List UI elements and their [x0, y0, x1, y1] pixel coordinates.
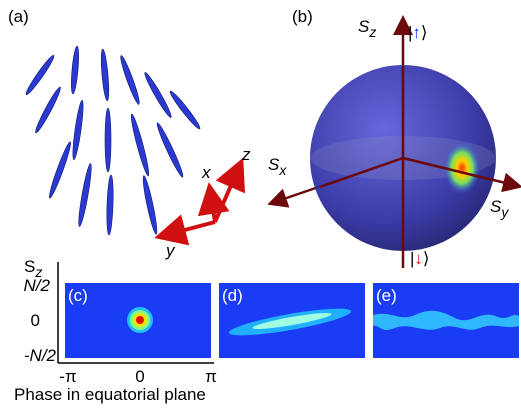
y-tick-label: -N/2 [24, 346, 57, 365]
axis-y: y [165, 241, 176, 260]
ket-up: |↑⟩ [408, 23, 428, 42]
frame-axes [154, 157, 246, 246]
sy-label: Sy [490, 197, 509, 220]
bloch-axes-front [319, 66, 494, 268]
panel-label: (e) [376, 286, 397, 305]
distribution [373, 310, 519, 330]
y-axis-label: Sz [24, 257, 42, 280]
x-tick-label: -π [59, 367, 76, 386]
distribution-core [136, 316, 144, 324]
ket-down: |↓⟩ [410, 249, 430, 268]
x-axis-label: Phase in equatorial plane [14, 385, 206, 404]
axis-z: z [241, 145, 251, 164]
x-tick-label: π [205, 367, 217, 386]
y-tick-label: 0 [31, 311, 40, 330]
sx-label: Sx [268, 155, 287, 178]
distribution-core [252, 313, 332, 329]
panel-label: (c) [68, 286, 88, 305]
panel-label: (b) [292, 7, 313, 26]
x-tick-label: 0 [135, 367, 144, 386]
spin-distribution [444, 142, 480, 194]
panel-label: (a) [8, 7, 29, 26]
axis-x: x [201, 163, 211, 182]
sz-label: Sz [358, 17, 376, 40]
needles [25, 45, 201, 236]
y-tick-label: N/2 [24, 276, 51, 295]
panel-label: (d) [222, 286, 243, 305]
